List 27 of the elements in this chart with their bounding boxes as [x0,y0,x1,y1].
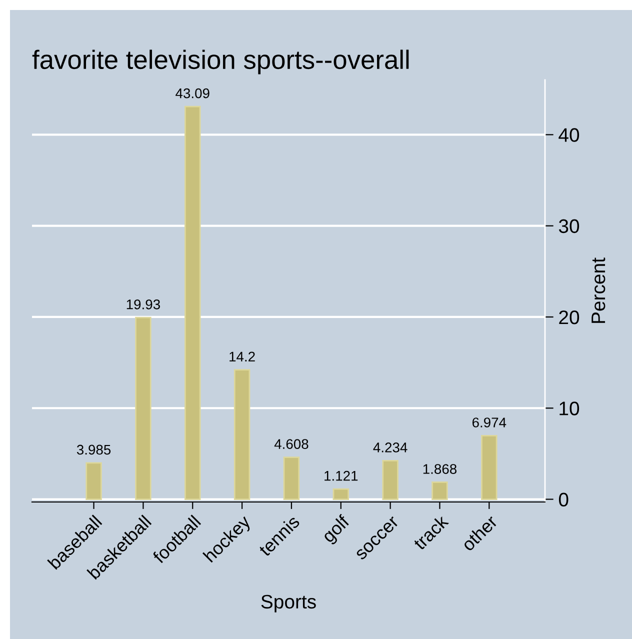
bar [184,106,201,500]
data-label: 19.93 [126,299,160,310]
x-tick-label: golf [320,514,353,546]
x-axis-title: Sports [261,594,316,612]
bar [135,316,152,500]
data-label: 4.608 [274,439,308,449]
y-tick-label: 20 [559,310,580,324]
bar [481,435,498,500]
chart-title: favorite television sports--overall [32,50,409,74]
data-label: 1.121 [324,470,358,481]
bar [283,456,300,500]
data-label: 43.09 [176,88,210,98]
data-label: 1.868 [423,464,457,474]
bar [332,488,349,500]
y-tick-label: 10 [560,402,580,416]
bar [234,369,250,500]
y-tick-label: 30 [558,219,580,234]
y-tick-label: 40 [558,128,580,142]
bar [382,460,398,500]
bar [86,462,102,500]
y-axis-title: Percent [592,258,606,323]
data-label: 3.985 [76,444,111,455]
y-tick-label: 0 [558,492,568,507]
bar [432,482,448,500]
data-label: 14.2 [230,352,255,362]
data-label: 4.234 [373,442,408,452]
data-label: 6.974 [472,418,506,428]
